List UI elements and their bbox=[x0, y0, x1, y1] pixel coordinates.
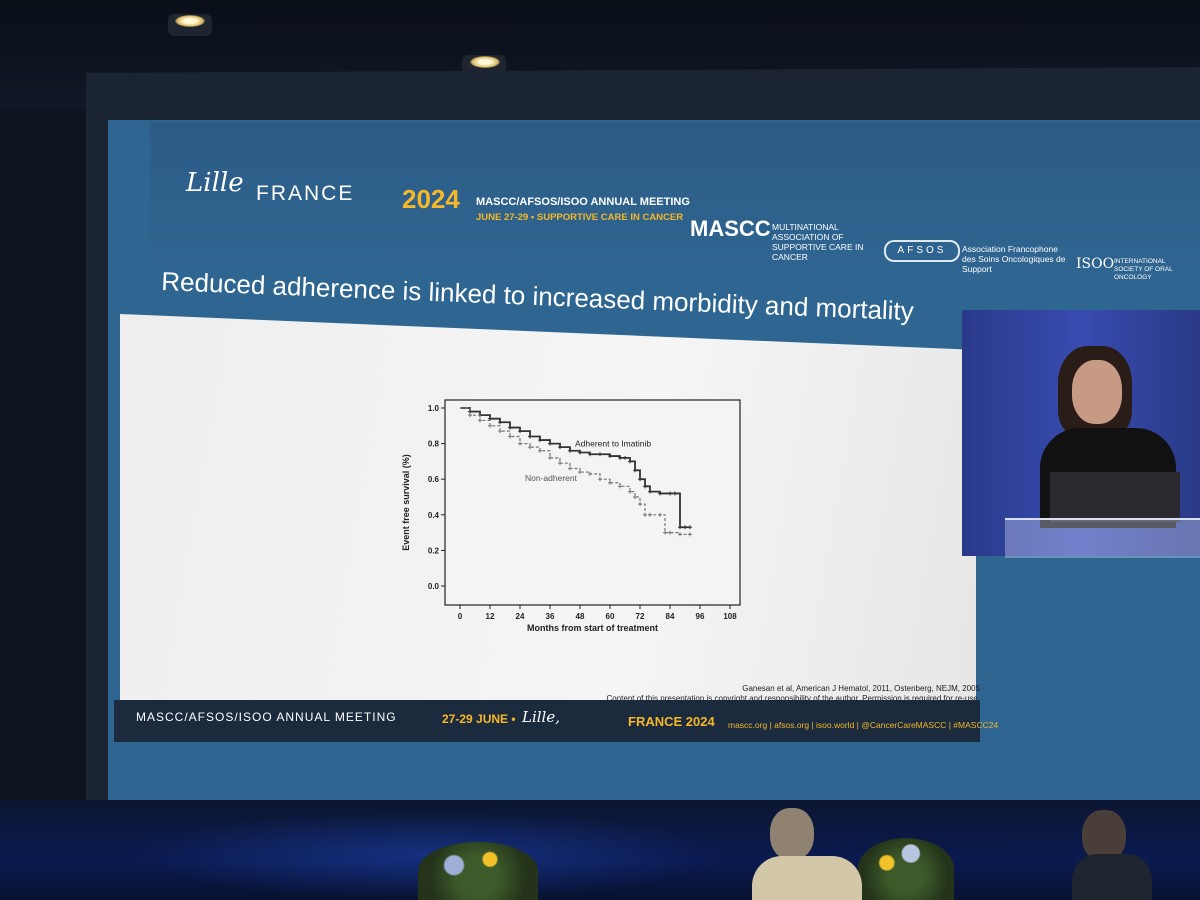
x-axis-label: Months from start of treatment bbox=[527, 623, 658, 633]
audience-member-head bbox=[1082, 810, 1126, 862]
ceiling-light bbox=[470, 56, 500, 68]
event-country: FRANCE bbox=[256, 182, 355, 205]
series-label-non-adherent: Non-adherent bbox=[525, 473, 578, 483]
y-tick-label: 1.0 bbox=[428, 404, 440, 413]
footer-links: mascc.org | afsos.org | isoo.world | @Ca… bbox=[728, 720, 999, 730]
footer-dates: 27-29 JUNE • bbox=[442, 712, 516, 726]
afsos-logo-subtitle: Association Francophone des Soins Oncolo… bbox=[962, 244, 1066, 274]
audience-member-body bbox=[1072, 854, 1152, 900]
footer-meeting-name: MASCC/AFSOS/ISOO ANNUAL MEETING bbox=[136, 710, 397, 724]
meeting-title: MASCC/AFSOS/ISOO ANNUAL MEETING bbox=[476, 196, 690, 208]
audience-member-body bbox=[752, 856, 862, 900]
isoo-logo: ISOO bbox=[1076, 256, 1115, 272]
x-tick-label: 84 bbox=[666, 612, 675, 621]
x-tick-label: 48 bbox=[576, 612, 585, 621]
citation: Ganesan et al, American J Hematol, 2011,… bbox=[742, 684, 980, 693]
copyright-notice: Content of this presentation is copyrigh… bbox=[606, 694, 980, 703]
y-axis-label: Event free survival (%) bbox=[401, 454, 411, 551]
flower-arrangement bbox=[418, 842, 538, 900]
x-tick-label: 36 bbox=[546, 612, 555, 621]
mascc-logo: MASCC bbox=[690, 216, 771, 241]
plot-frame bbox=[444, 399, 741, 606]
y-tick-label: 0.2 bbox=[428, 546, 440, 555]
x-tick-label: 96 bbox=[696, 612, 705, 621]
podium bbox=[1005, 518, 1200, 558]
footer-country-year: FRANCE 2024 bbox=[628, 714, 715, 729]
slide-header bbox=[150, 122, 1200, 272]
event-year: 2024 bbox=[402, 184, 460, 214]
y-tick-label: 0.0 bbox=[428, 582, 440, 591]
ceiling-light bbox=[175, 15, 205, 27]
audience-member-head bbox=[770, 808, 814, 860]
x-tick-label: 72 bbox=[636, 612, 645, 621]
meeting-subtitle: JUNE 27-29 • SUPPORTIVE CARE IN CANCER bbox=[476, 212, 684, 223]
event-city-script: Lille bbox=[186, 168, 244, 198]
afsos-logo: AFSOS bbox=[884, 240, 960, 262]
footer-city-script: Lille, bbox=[522, 708, 560, 726]
slide-footer bbox=[114, 700, 980, 742]
y-tick-label: 0.8 bbox=[428, 440, 440, 449]
x-tick-label: 12 bbox=[486, 612, 495, 621]
x-tick-label: 0 bbox=[458, 612, 463, 621]
flower-arrangement bbox=[858, 838, 954, 900]
speaker-face bbox=[1072, 360, 1122, 424]
stage bbox=[0, 800, 1200, 900]
x-tick-label: 108 bbox=[723, 612, 737, 621]
y-tick-label: 0.4 bbox=[428, 511, 440, 520]
laptop bbox=[1050, 472, 1180, 522]
x-tick-label: 24 bbox=[516, 612, 525, 621]
survival-chart: 0.0 0.2 0.4 0.6 0.8 1.0 0 12 24 36 48 60 72 84 96 108 Mo… bbox=[401, 399, 741, 633]
isoo-logo-subtitle: INTERNATIONAL SOCIETY OF ORAL ONCOLOGY bbox=[1114, 258, 1173, 281]
y-tick-label: 0.6 bbox=[428, 475, 440, 484]
x-tick-label: 60 bbox=[606, 612, 615, 621]
mascc-logo-subtitle: MULTINATIONAL ASSOCIATION OF SUPPORTIVE … bbox=[772, 222, 864, 262]
series-label-adherent: Adherent to Imatinib bbox=[575, 439, 651, 449]
